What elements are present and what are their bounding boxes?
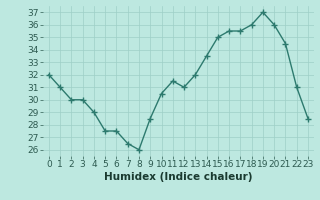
X-axis label: Humidex (Indice chaleur): Humidex (Indice chaleur) — [104, 172, 253, 182]
